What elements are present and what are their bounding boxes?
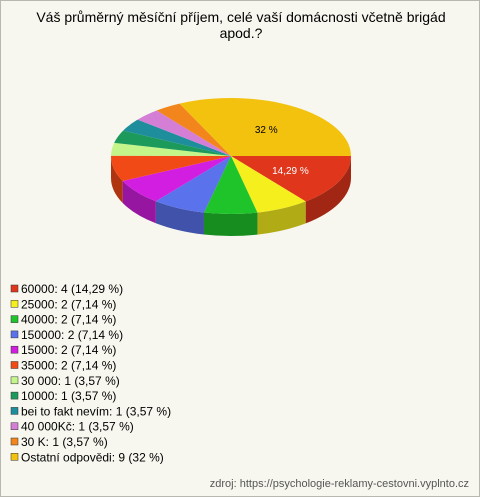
slice-side [155,201,204,235]
legend-label: 30 K: 1 (3,57 %) [21,435,108,449]
legend-swatch [10,407,19,415]
slice [156,103,231,156]
slice [155,156,231,213]
legend-label: 40 000Kč: 1 (3,57 %) [21,420,134,434]
source-note: zdroj: https://psychologie-reklamy-cesto… [210,478,469,490]
slice-side [111,156,123,203]
legend-swatch [10,361,19,369]
slice [111,155,231,181]
legend-swatch [10,330,19,339]
slice [137,110,231,156]
legend-label: 40000: 2 (7,14 %) [21,313,116,327]
slice [231,156,351,202]
slice-side [122,180,156,224]
chart-title: Váš průměrný měsíční příjem, celé vaší d… [36,9,446,41]
legend-swatch [10,315,19,323]
legend-swatch [10,345,19,354]
legend-swatch [10,284,19,293]
slice-label: 32 % [255,125,278,136]
legend-label: 60000: 4 (14,29 %) [21,282,123,296]
legend-label: bei to fakt nevím: 1 (3,57 %) [21,404,171,418]
legend-swatch [10,422,19,430]
slice [114,130,231,156]
legend-swatch [10,376,19,385]
slice [123,119,231,156]
legend-label: 35000: 2 (7,14 %) [21,359,116,373]
slice [111,142,231,156]
slice-label: 14,29 % [272,166,309,177]
slice [203,156,258,214]
legend-swatch [10,300,19,308]
slice-side [305,156,351,224]
slice [122,156,231,202]
legend-label: 25000: 2 (7,14 %) [21,297,116,311]
legend-swatch [10,391,19,400]
legend-label: 150000: 2 (7,14 %) [21,328,123,342]
legend-swatch [10,437,19,446]
slice [231,156,306,213]
slice-side [203,212,258,236]
legend-label: 10000: 1 (3,57 %) [21,389,116,403]
slice [179,98,351,156]
legend-label: 30 000: 1 (3,57 %) [21,374,120,388]
legend-label: Ostatní odpovědi: 9 (32 %) [21,450,164,464]
legend-label: 15000: 2 (7,14 %) [21,343,116,357]
legend-swatch [10,453,19,461]
slice-side [257,201,306,235]
